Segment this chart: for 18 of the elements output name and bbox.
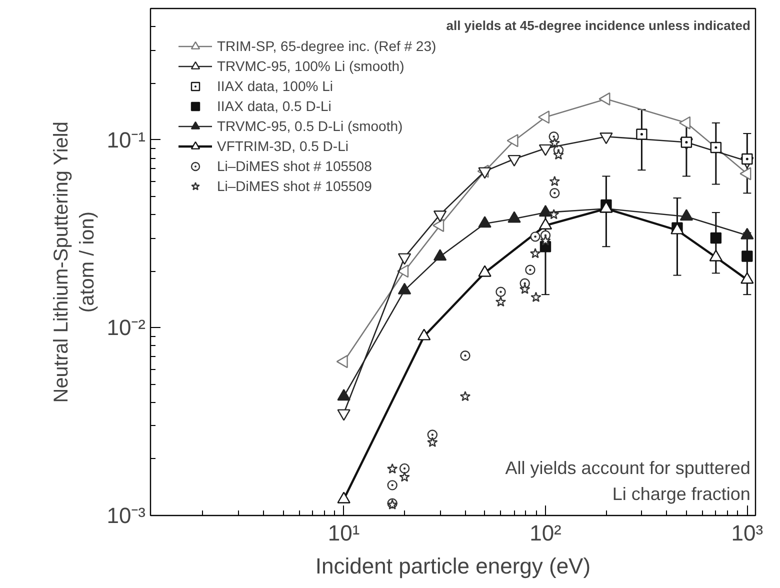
x-axis-title: Incident particle energy (eV) — [315, 554, 591, 578]
legend-label: TRVMC-95, 100% Li (smooth) — [217, 58, 404, 74]
y-axis-title: Neutral Lithium-Sputtering Yield (atom / ion) — [50, 122, 99, 403]
legend-label: VFTRIM-3D, 0.5 D-Li — [217, 138, 348, 154]
legend-label: TRIM-SP, 65-degree inc. (Ref # 23) — [217, 38, 436, 54]
legend-label: TRVMC-95, 0.5 D-Li (smooth) — [217, 118, 403, 134]
x-tick-label: 10³ — [731, 520, 764, 546]
y-tick-label: 10⁻³ — [106, 503, 146, 528]
x-tick-label: 10² — [530, 520, 562, 546]
legend-label: Li–DiMES shot # 105509 — [217, 178, 372, 194]
legend-label: IIAX data, 0.5 D-Li — [217, 98, 332, 114]
x-tick-label: 10¹ — [328, 520, 360, 546]
y-tick-label: 10⁻² — [106, 315, 146, 340]
y-tick-label: 10⁻¹ — [106, 127, 146, 152]
annotation: all yields at 45-degree incidence unless indicated — [446, 18, 750, 33]
annotation: All yields account for sputtered Li charge fraction — [505, 458, 750, 504]
legend-label: Li–DiMES shot # 105508 — [217, 158, 372, 174]
legend-label: IIAX data, 100% Li — [217, 78, 333, 94]
